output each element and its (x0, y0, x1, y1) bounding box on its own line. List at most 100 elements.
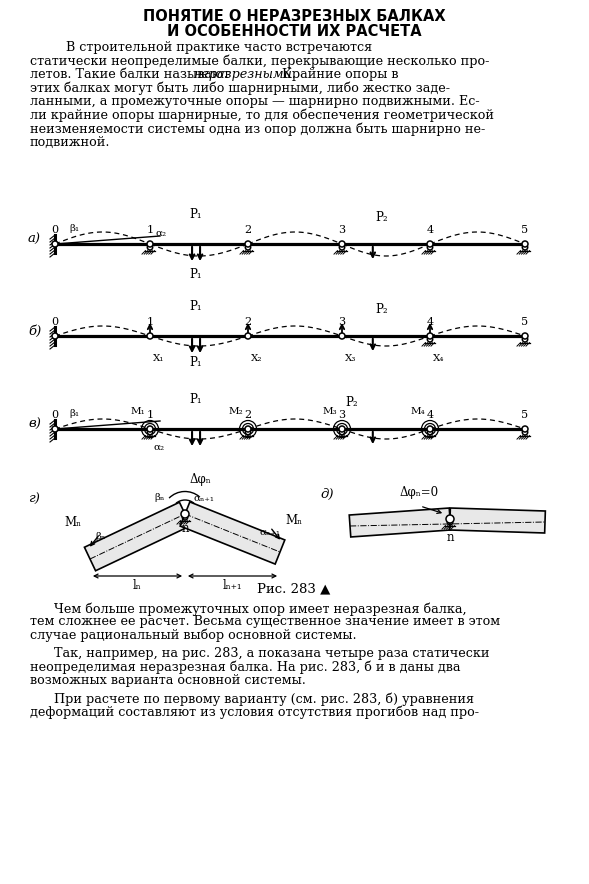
Circle shape (522, 426, 528, 432)
Text: αₙ₊₁: αₙ₊₁ (193, 493, 214, 502)
Text: 1: 1 (147, 225, 154, 235)
Text: неразрезными.: неразрезными. (193, 68, 296, 81)
Circle shape (245, 333, 251, 339)
Text: X₁: X₁ (153, 354, 164, 363)
Text: д): д) (320, 487, 333, 500)
Text: Δφₙ=0: Δφₙ=0 (400, 486, 439, 499)
Text: ли крайние опоры шарнирные, то для обеспечения геометрической: ли крайние опоры шарнирные, то для обесп… (30, 109, 494, 122)
Text: Mₙ: Mₙ (65, 516, 82, 529)
Text: n: n (181, 522, 188, 535)
Text: 0: 0 (51, 410, 58, 420)
Text: 3: 3 (339, 317, 346, 327)
Text: P₁: P₁ (190, 393, 203, 406)
Text: P₁: P₁ (190, 208, 203, 221)
Polygon shape (449, 508, 545, 533)
Circle shape (147, 426, 153, 432)
Text: И ОСОБЕННОСТИ ИХ РАСЧЕТА: И ОСОБЕННОСТИ ИХ РАСЧЕТА (167, 24, 421, 39)
Text: β₁: β₁ (69, 224, 79, 233)
Circle shape (446, 515, 454, 523)
Text: 1: 1 (147, 317, 154, 327)
Text: случае рациональный выбор основной системы.: случае рациональный выбор основной систе… (30, 629, 356, 643)
Text: 5: 5 (521, 225, 528, 235)
Text: 2: 2 (244, 317, 252, 327)
Text: деформаций составляют из условия отсутствия прогибов над про-: деформаций составляют из условия отсутст… (30, 706, 479, 720)
Text: P₂: P₂ (345, 396, 358, 409)
Circle shape (52, 241, 58, 247)
Circle shape (339, 241, 345, 247)
Circle shape (245, 241, 251, 247)
Text: тем сложнее ее расчет. Весьма существенное значение имеет в этом: тем сложнее ее расчет. Весьма существенн… (30, 615, 500, 629)
Text: M₁: M₁ (131, 407, 145, 416)
Text: в): в) (28, 417, 41, 431)
Text: P₂: P₂ (376, 303, 388, 316)
Circle shape (427, 426, 433, 432)
Circle shape (339, 333, 345, 339)
Text: этих балках могут быть либо шарнирными, либо жестко заде-: этих балках могут быть либо шарнирными, … (30, 81, 450, 95)
Text: летов. Такие балки называют: летов. Такие балки называют (30, 68, 234, 81)
Text: неопределимая неразрезная балка. На рис. 283, б и в даны два: неопределимая неразрезная балка. На рис.… (30, 660, 461, 674)
Text: 5: 5 (521, 410, 528, 420)
Text: б): б) (28, 324, 41, 338)
Circle shape (147, 241, 153, 247)
Text: а): а) (28, 232, 41, 246)
Text: n: n (446, 531, 454, 544)
Text: lₙ: lₙ (133, 579, 142, 592)
Text: X₂: X₂ (251, 354, 263, 363)
Text: M₃: M₃ (323, 407, 337, 416)
Text: βₙ: βₙ (155, 493, 165, 502)
Text: lₙ₊₁: lₙ₊₁ (223, 579, 242, 592)
Text: возможных варианта основной системы.: возможных варианта основной системы. (30, 674, 306, 687)
Circle shape (427, 241, 433, 247)
Circle shape (147, 333, 153, 339)
Text: ланными, а промежуточные опоры — шарнирно подвижными. Ес-: ланными, а промежуточные опоры — шарнирн… (30, 95, 479, 108)
Text: статически неопределимые балки, перекрывающие несколько про-: статически неопределимые балки, перекрыв… (30, 55, 489, 68)
Text: M₄: M₄ (411, 407, 425, 416)
Text: 2: 2 (244, 225, 252, 235)
Text: P₂: P₂ (376, 211, 388, 224)
Text: Δφₙ: Δφₙ (190, 473, 212, 486)
Polygon shape (180, 502, 285, 564)
Text: βₙ: βₙ (95, 532, 105, 541)
Text: Рис. 283 ▲: Рис. 283 ▲ (257, 582, 330, 595)
Text: 4: 4 (426, 317, 434, 327)
Circle shape (245, 426, 251, 432)
Circle shape (522, 333, 528, 339)
Text: В строительной практике часто встречаются: В строительной практике часто встречаютс… (30, 41, 372, 54)
Text: Крайние опоры в: Крайние опоры в (278, 68, 399, 81)
Polygon shape (84, 502, 191, 571)
Text: 0: 0 (51, 225, 58, 235)
Text: Mₙ: Mₙ (285, 514, 302, 527)
Text: 4: 4 (426, 225, 434, 235)
Text: P₁: P₁ (190, 268, 203, 281)
Text: X₄: X₄ (433, 354, 445, 363)
Circle shape (522, 241, 528, 247)
Text: Так, например, на рис. 283, а показана четыре раза статически: Так, например, на рис. 283, а показана ч… (30, 647, 489, 660)
Text: г): г) (28, 492, 40, 506)
Text: 0: 0 (51, 317, 58, 327)
Text: αₙ₊₁: αₙ₊₁ (260, 528, 281, 537)
Text: 3: 3 (339, 410, 346, 420)
Text: α₂: α₂ (154, 443, 165, 452)
Text: 4: 4 (426, 410, 434, 420)
Text: неизменяемости системы одна из опор должна быть шарнирно не-: неизменяемости системы одна из опор долж… (30, 122, 485, 135)
Text: Чем больше промежуточных опор имеет неразрезная балка,: Чем больше промежуточных опор имеет нера… (30, 602, 466, 615)
Text: При расчете по первому варианту (см. рис. 283, б) уравнения: При расчете по первому варианту (см. рис… (30, 692, 474, 706)
Text: X₃: X₃ (345, 354, 356, 363)
Text: 2: 2 (244, 410, 252, 420)
Text: P₁: P₁ (190, 356, 203, 369)
Circle shape (427, 333, 433, 339)
Circle shape (181, 510, 189, 518)
Text: M₂: M₂ (229, 407, 243, 416)
Circle shape (52, 333, 58, 339)
Circle shape (339, 426, 345, 432)
Text: 3: 3 (339, 225, 346, 235)
Text: 1: 1 (147, 410, 154, 420)
Text: ПОНЯТИЕ О НЕРАЗРЕЗНЫХ БАЛКАХ: ПОНЯТИЕ О НЕРАЗРЕЗНЫХ БАЛКАХ (143, 9, 445, 24)
Text: подвижной.: подвижной. (30, 135, 111, 149)
Circle shape (52, 426, 58, 432)
Text: 5: 5 (521, 317, 528, 327)
Text: β₁: β₁ (69, 409, 79, 418)
Polygon shape (349, 508, 451, 537)
Text: α₂: α₂ (156, 229, 167, 238)
Text: P₁: P₁ (190, 300, 203, 313)
